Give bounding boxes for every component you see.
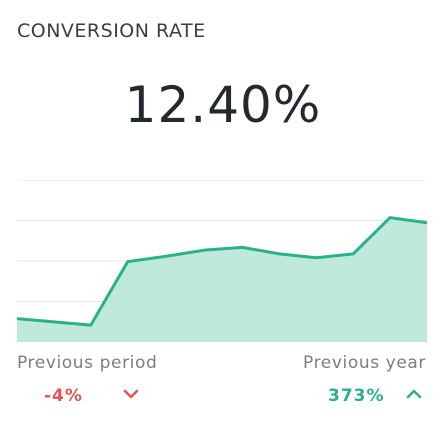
metric-value: 12.40% <box>124 76 322 134</box>
widget-title: CONVERSION RATE <box>17 20 206 42</box>
chevron-up-icon <box>406 389 422 399</box>
chevron-down-icon <box>123 389 139 399</box>
previous-year-delta: 373% <box>328 386 385 406</box>
previous-period-label: Previous period <box>17 353 158 373</box>
previous-period-delta: -4% <box>44 386 83 406</box>
trend-area-chart <box>17 180 427 342</box>
previous-year-label: Previous year <box>303 353 426 373</box>
area-fill <box>17 217 427 342</box>
series-line <box>17 216 427 327</box>
